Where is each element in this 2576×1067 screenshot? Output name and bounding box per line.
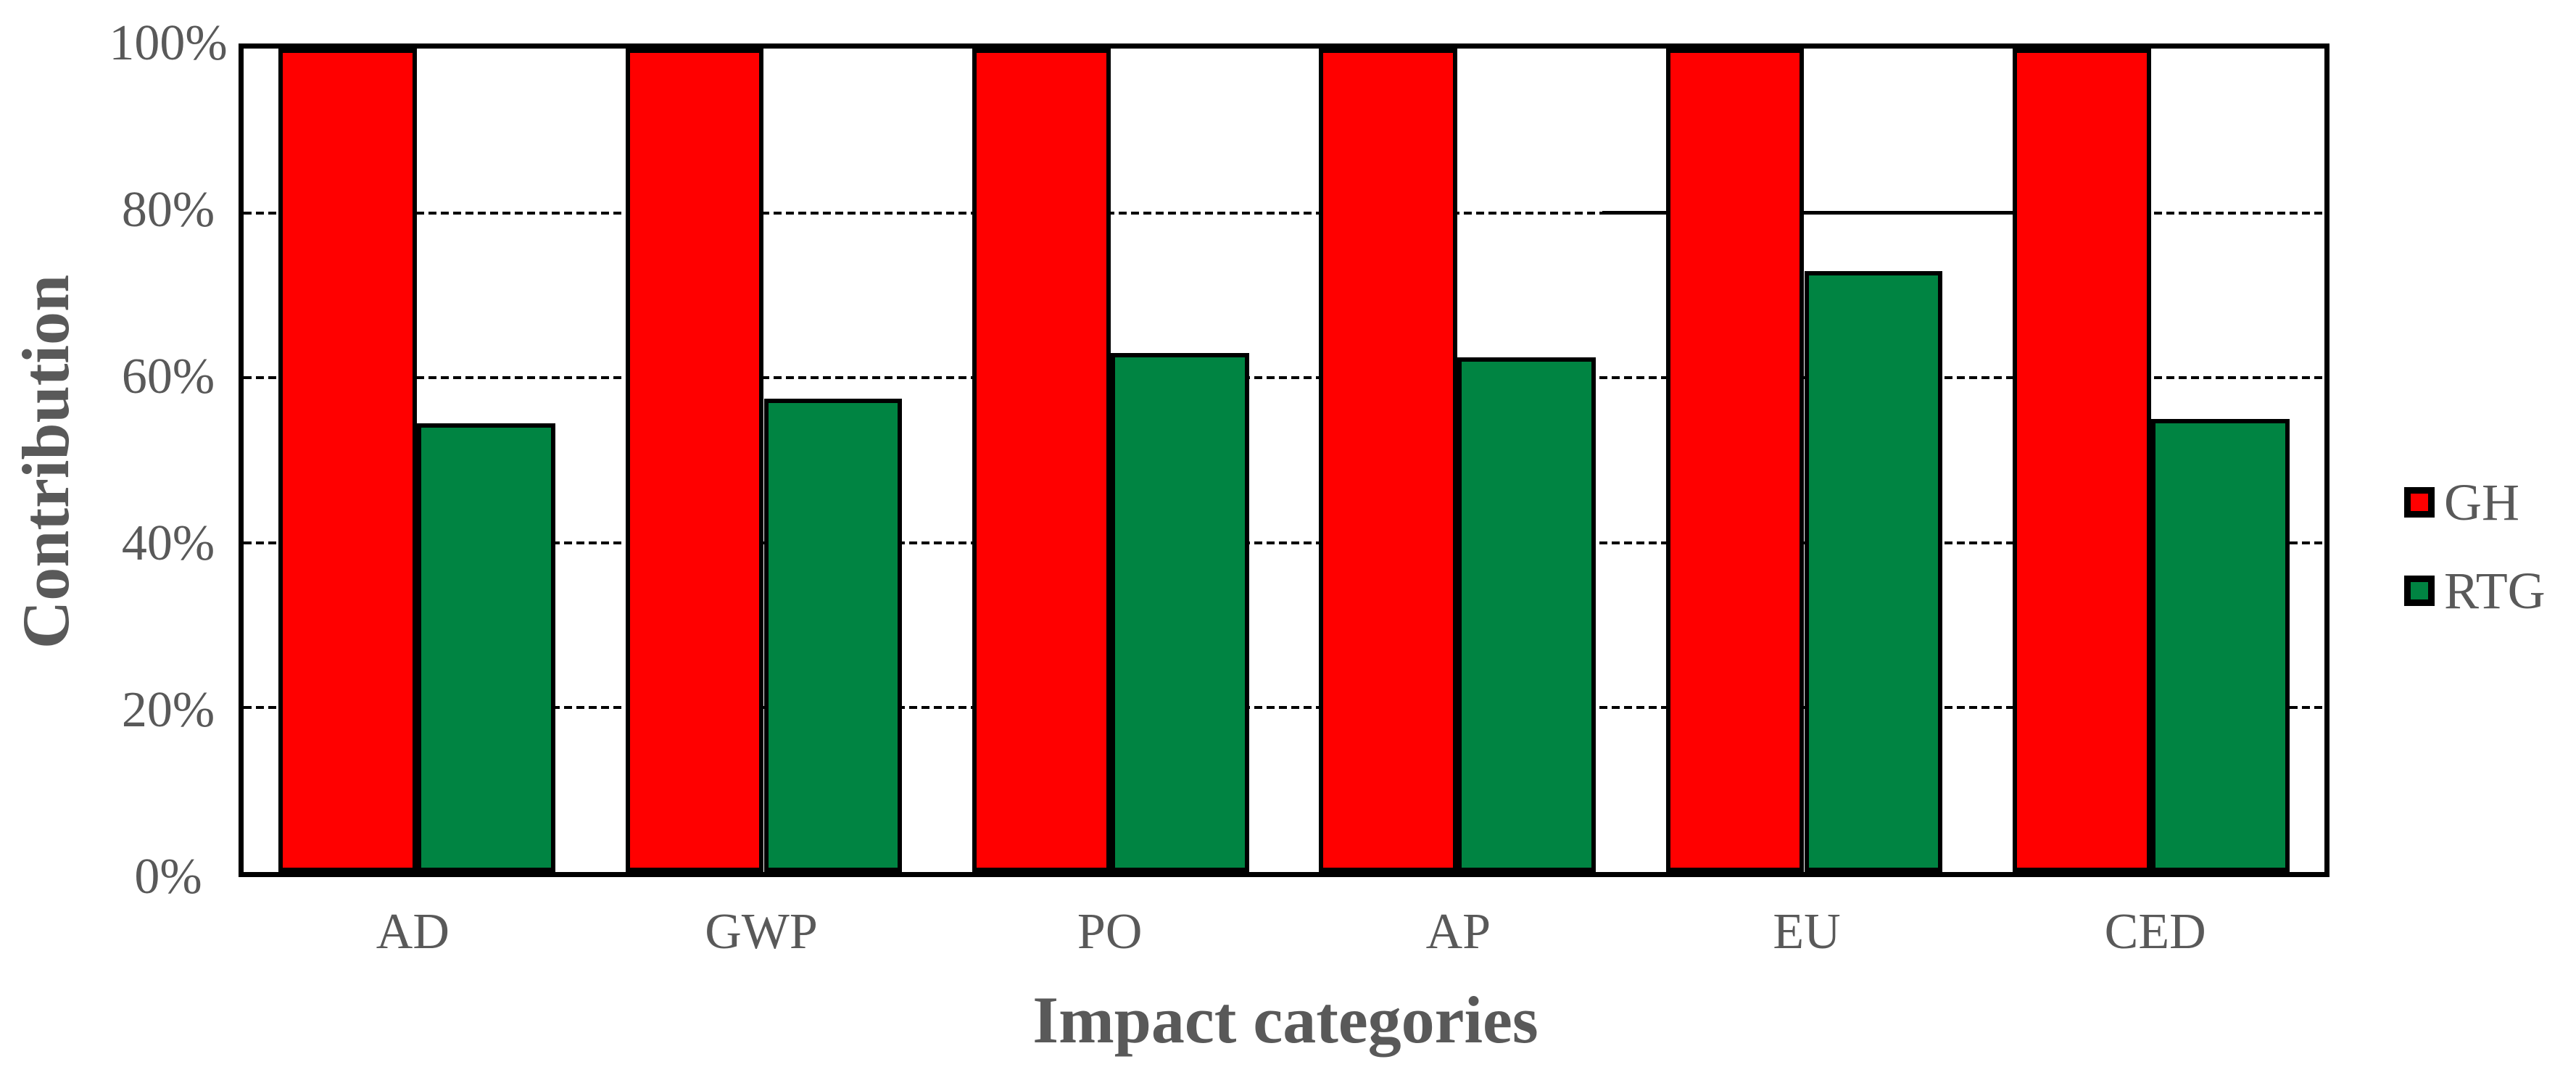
bar-gh-gwp [625, 49, 764, 872]
bar-gh-eu [1665, 49, 1805, 872]
gridline-80 [244, 212, 2324, 215]
legend: GH RTG [2404, 473, 2546, 620]
x-tick-label-ad: AD [376, 904, 450, 960]
legend-label-gh: GH [2444, 473, 2519, 531]
x-tick-label-po: PO [1077, 904, 1143, 960]
x-axis-title: Impact categories [1032, 983, 1538, 1057]
bar-gh-ced [2012, 49, 2151, 872]
y-tick-label-40: 40% [121, 515, 215, 571]
x-tick-label-ced: CED [2104, 904, 2206, 960]
legend-swatch-gh [2404, 487, 2435, 518]
x-tick-label-gwp: GWP [705, 904, 818, 960]
y-tick-label-60: 60% [121, 349, 215, 404]
legend-entry-rtg: RTG [2404, 561, 2546, 620]
x-tick-label-ap: AP [1425, 904, 1491, 960]
bar-rtg-ced [2150, 419, 2290, 872]
x-tick-label-eu: EU [1773, 904, 1841, 960]
bar-rtg-gwp [763, 398, 903, 872]
bar-rtg-eu [1804, 270, 1943, 872]
legend-entry-gh: GH [2404, 473, 2546, 532]
plot-area [239, 43, 2329, 877]
bar-gh-po [972, 49, 1111, 872]
y-tick-label-80: 80% [121, 182, 215, 238]
annotation-line [1602, 211, 2023, 215]
bar-gh-ap [1319, 49, 1458, 872]
gridline-40 [244, 541, 2324, 544]
bar-rtg-ap [1457, 357, 1596, 872]
y-axis-title: Contribution [9, 274, 83, 649]
bar-gh-ad [278, 49, 418, 872]
legend-swatch-rtg [2404, 576, 2435, 606]
y-tick-label-100: 100% [109, 15, 228, 71]
legend-label-rtg: RTG [2444, 562, 2546, 620]
bar-rtg-ad [417, 423, 555, 872]
gridline-60 [244, 376, 2324, 380]
y-tick-label-0: 0% [134, 849, 202, 905]
y-tick-label-20: 20% [121, 682, 215, 738]
bar-rtg-po [1110, 353, 1249, 872]
gridline-20 [244, 705, 2324, 709]
